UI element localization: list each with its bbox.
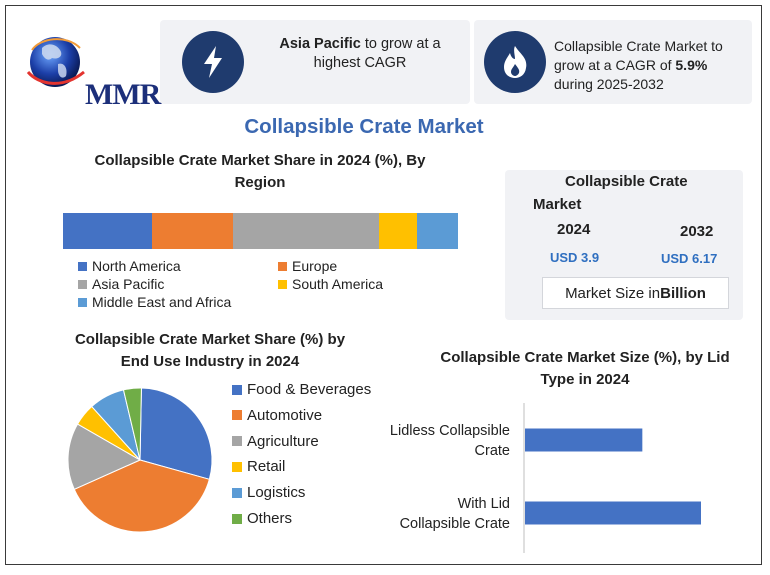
lightning-icon — [182, 31, 244, 93]
legend-swatch — [78, 261, 87, 271]
legend-swatch — [78, 297, 87, 307]
legend-item: North America — [78, 258, 181, 274]
lid-type-bar-chart: Lidless Collapsible Crate With Lid Collapsi… — [390, 403, 701, 553]
logo-text: MMR — [85, 78, 161, 111]
legend-swatch — [232, 513, 242, 524]
legend-item: Europe — [278, 258, 337, 274]
value-2024: USD 3.9 — [550, 250, 600, 265]
legend-swatch — [232, 461, 242, 472]
globe-icon — [26, 37, 85, 87]
category-tick-label: With Lid — [458, 496, 510, 512]
legend-swatch — [78, 279, 87, 289]
infographic-frame — [5, 5, 762, 565]
region-chart-title: Collapsible Crate Market Share in 2024 (… — [94, 152, 426, 191]
callout-text: Asia Pacific to grow at a highest CAGR — [279, 36, 441, 71]
legend-label: South America — [292, 276, 384, 292]
pie-legend-item: Automotive — [232, 407, 322, 424]
legend-label: Agriculture — [247, 432, 319, 450]
mmr-logo: MMR — [22, 28, 161, 111]
pie-legend-item: Retail — [232, 458, 285, 475]
region-segment-asia-pacific — [232, 213, 379, 249]
legend-label: Food & Beverages — [247, 381, 372, 398]
category-tick-label: Crate — [475, 443, 510, 459]
value-2032: USD 6.17 — [661, 251, 718, 266]
lid-chart-title: Collapsible Crate Market Size (%), by Li… — [440, 349, 730, 388]
region-segment-middle-east-and-africa — [416, 213, 458, 249]
page-title: Collapsible Crate Market — [244, 115, 484, 138]
pie-legend-item: Food & Beverages — [232, 381, 371, 398]
callout-cagr: Collapsible Crate Market to grow at a CA… — [474, 20, 752, 104]
legend-label: Europe — [292, 258, 338, 274]
pie-slice-automotive — [73, 459, 210, 533]
lid-bar — [525, 501, 701, 525]
end-use-pie-chart — [67, 387, 213, 533]
callout-text: Collapsible Crate Market to grow at a CA… — [554, 38, 723, 92]
flame-icon — [484, 31, 546, 93]
lid-bar — [525, 428, 643, 452]
legend-label: Logistics — [247, 484, 306, 502]
legend-label: Others — [247, 510, 293, 527]
legend-label: Retail — [247, 458, 286, 476]
legend-swatch — [278, 261, 287, 271]
legend-label: Automotive — [247, 406, 323, 424]
pie-legend-item: Logistics — [232, 484, 305, 501]
market-size-title-2: Market — [533, 196, 582, 213]
pie-slice-food-beverages — [139, 387, 213, 480]
pie-legend-item: Others — [232, 510, 292, 527]
region-segment-north-america — [63, 213, 152, 249]
year-2024: 2024 — [557, 221, 591, 238]
market-size-panel: Collapsible Crate Market 2024 2032 USD 3… — [505, 170, 743, 320]
legend-label: North America — [92, 258, 181, 274]
category-tick-label: Lidless Collapsible — [390, 423, 510, 439]
pie-slice-others — [122, 387, 142, 461]
region-stacked-bar — [63, 213, 458, 249]
legend-swatch — [232, 487, 242, 498]
pie-chart-title: Collapsible Crate Market Share (%) by En… — [74, 331, 346, 370]
category-tick-label: Collapsible Crate — [400, 516, 510, 532]
region-segment-europe — [151, 213, 233, 249]
market-size-title: Collapsible Crate — [565, 173, 688, 190]
legend-swatch — [232, 436, 242, 447]
legend-item: Middle East and Africa — [78, 294, 231, 310]
legend-label: Middle East and Africa — [92, 294, 232, 310]
pie-legend-item: Agriculture — [232, 433, 319, 450]
legend-swatch — [232, 384, 242, 395]
pie-slice-agriculture — [67, 423, 142, 491]
callout-asia-pacific: Asia Pacific to grow at a highest CAGR — [160, 20, 470, 104]
legend-item: South America — [278, 276, 383, 292]
region-segment-south-america — [378, 213, 417, 249]
legend-swatch — [232, 410, 242, 421]
year-2032: 2032 — [680, 223, 714, 240]
legend-label: Asia Pacific — [92, 276, 165, 292]
legend-swatch — [278, 279, 287, 289]
legend-item: Asia Pacific — [78, 276, 164, 292]
unit-label: Market Size in Billion — [542, 277, 729, 309]
